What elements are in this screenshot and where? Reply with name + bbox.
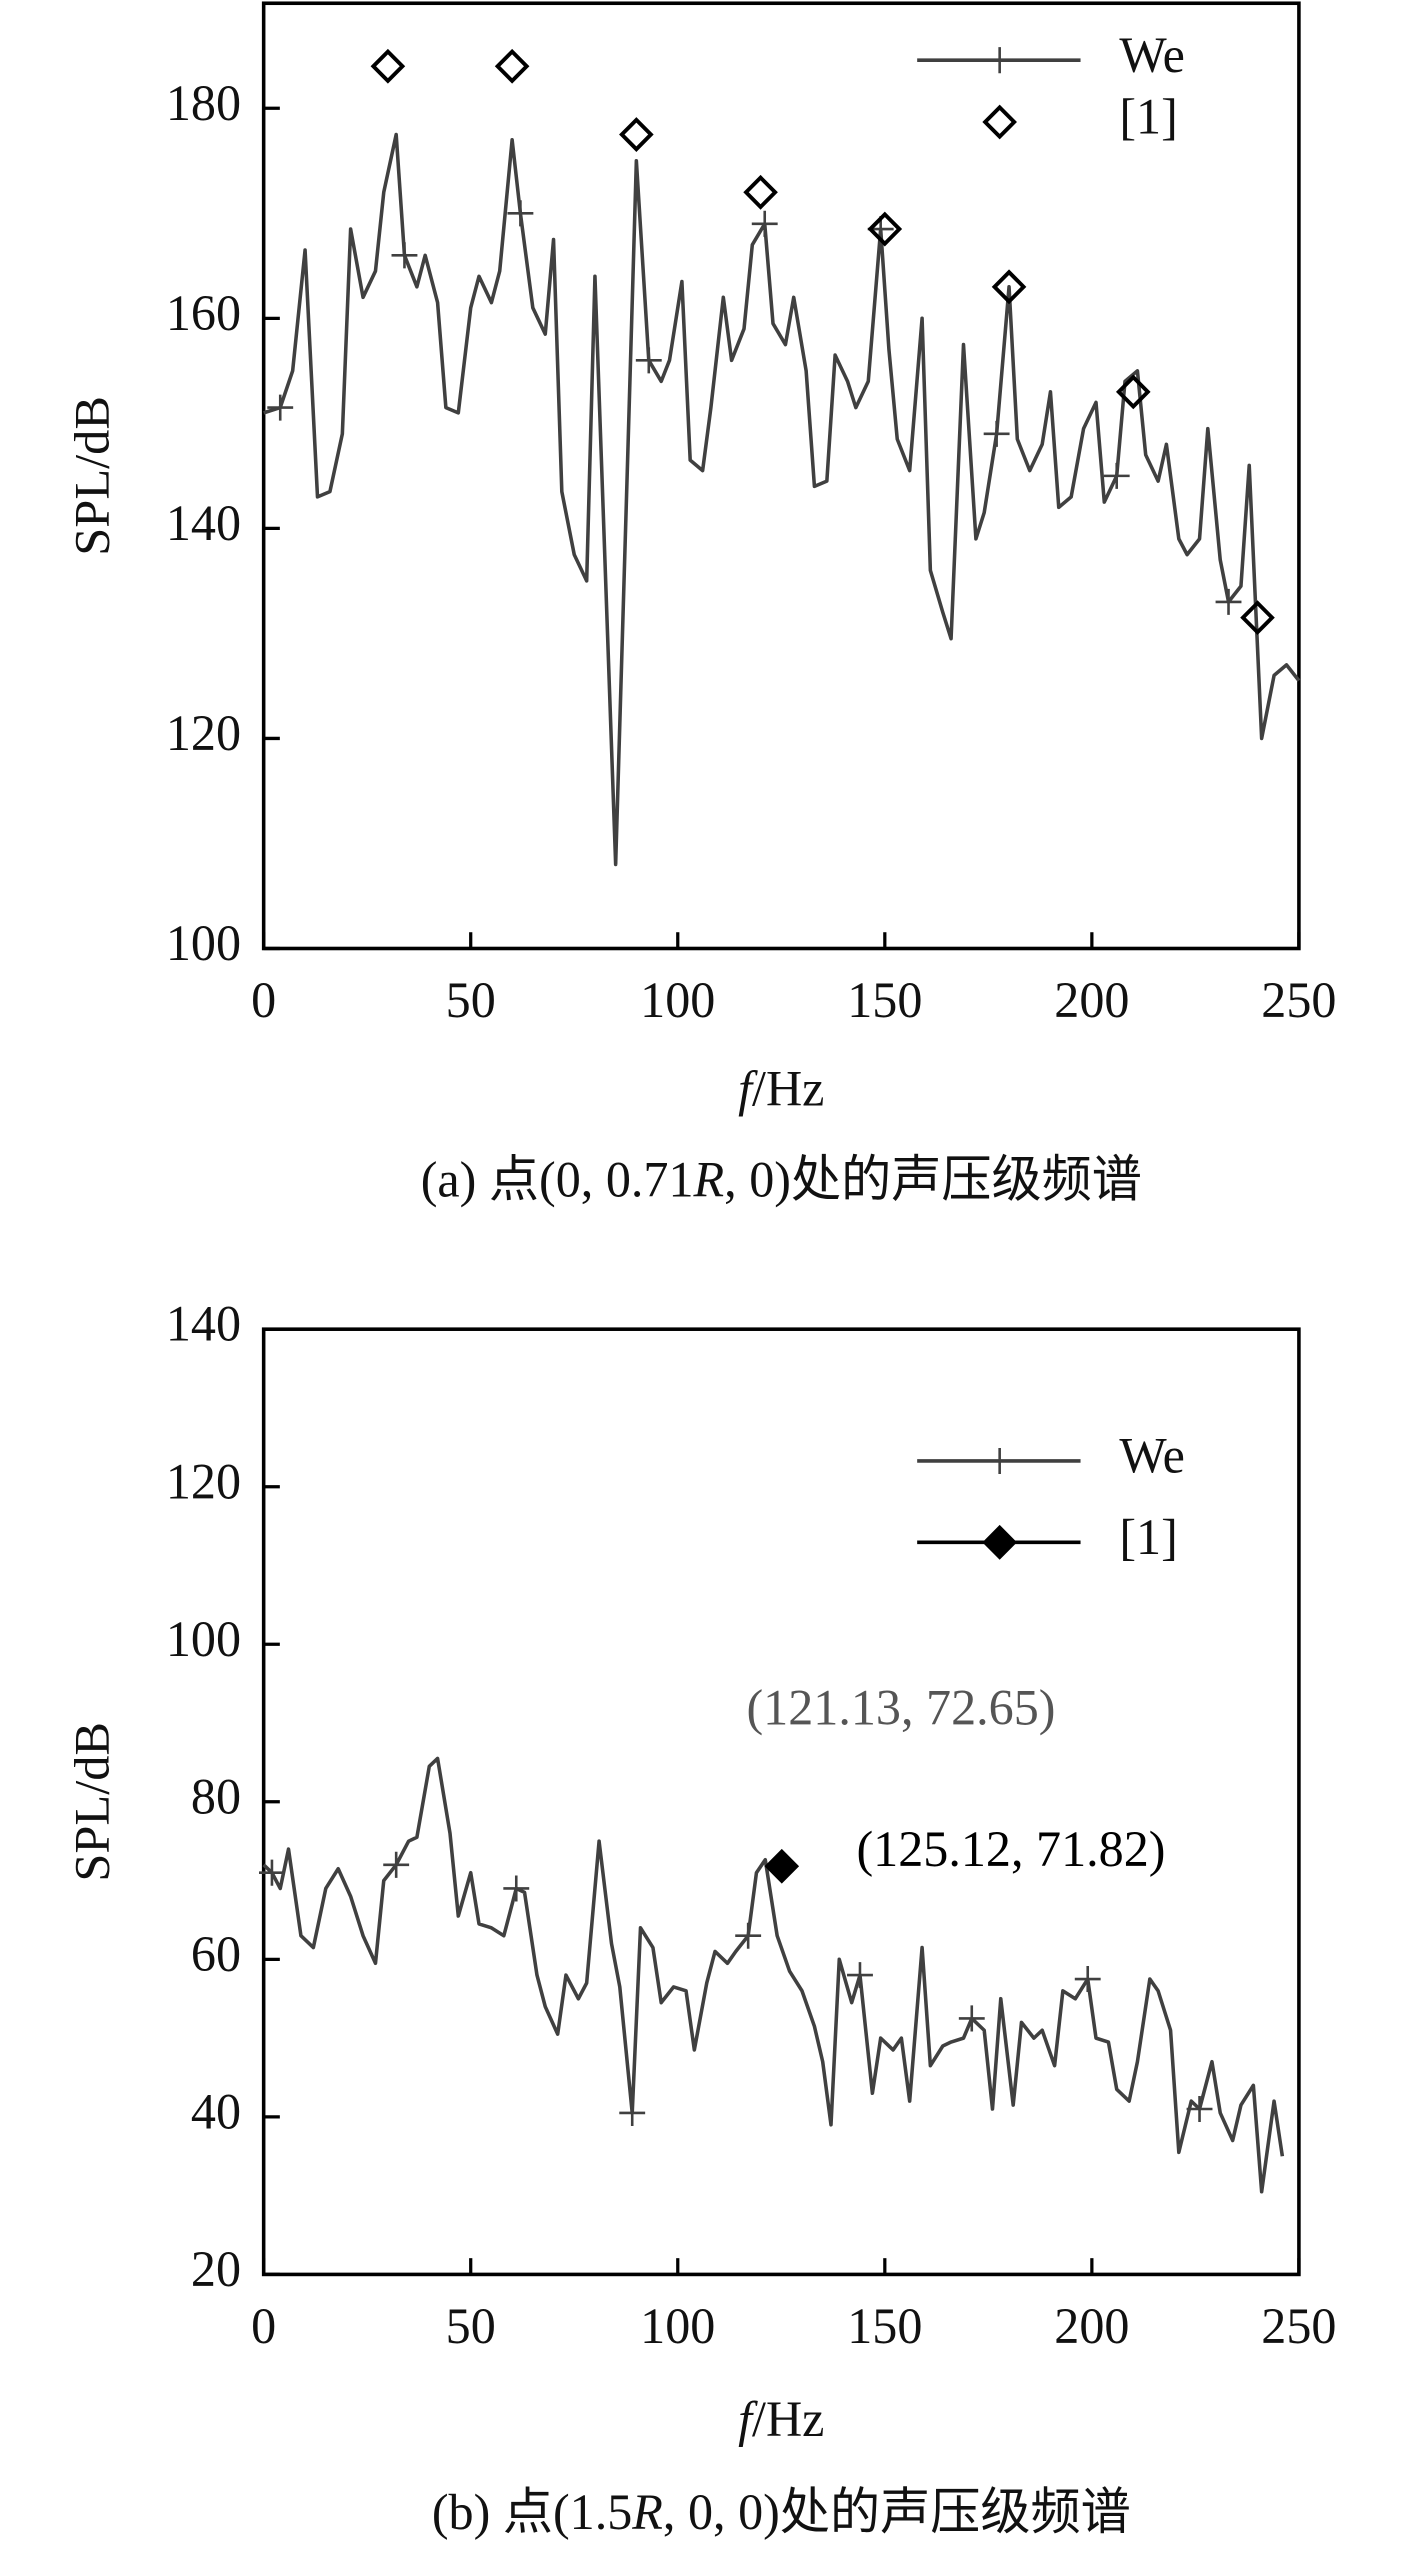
data-point xyxy=(958,2005,985,2032)
caption-prefix: (a) 点(0, 0.71 xyxy=(421,1151,694,1207)
data-point xyxy=(619,117,654,152)
y-tick-label: 100 xyxy=(166,915,241,971)
x-axis-label: f/Hz xyxy=(738,1060,824,1116)
data-point xyxy=(259,1859,285,1886)
plot-frame xyxy=(261,1,1301,951)
x-axis-label: f/Hz xyxy=(738,2391,824,2447)
x-tick-label: 150 xyxy=(847,972,922,1028)
data-point xyxy=(751,210,778,237)
data-point xyxy=(1186,2095,1213,2123)
data-point xyxy=(503,1875,530,1902)
data-point xyxy=(494,48,530,84)
x-axis-label-unit: /Hz xyxy=(752,2391,824,2447)
data-point xyxy=(991,269,1027,305)
data-point xyxy=(383,1851,410,1878)
annotation: (125.12, 71.82) xyxy=(856,1821,1165,1877)
y-tick-label: 120 xyxy=(166,705,241,761)
x-tick-label: 100 xyxy=(640,972,715,1028)
x-tick-label: 0 xyxy=(251,972,276,1028)
data-point xyxy=(743,174,778,210)
data-point xyxy=(1074,1966,1101,1993)
caption: (a) 点(0, 0.71R, 0)处的声压级频谱 xyxy=(421,1151,1142,1207)
y-tick-label: 120 xyxy=(166,1453,241,1509)
x-tick-label: 200 xyxy=(1054,2298,1129,2354)
series-line xyxy=(262,1756,1285,2194)
data-point xyxy=(619,2099,646,2126)
x-tick-label: 50 xyxy=(446,972,496,1028)
y-tick-label: 40 xyxy=(191,2083,241,2139)
legend-label: We xyxy=(1119,1427,1185,1483)
x-tick-label: 250 xyxy=(1261,972,1336,1028)
legend-label: [1] xyxy=(1119,1509,1177,1565)
x-axis-label-unit: /Hz xyxy=(752,1060,824,1116)
x-tick-label: 200 xyxy=(1054,972,1129,1028)
data-point xyxy=(370,48,406,84)
data-point xyxy=(1215,588,1242,615)
legend-label: [1] xyxy=(1119,88,1177,144)
data-point xyxy=(983,420,1010,447)
caption-italic: R xyxy=(631,2483,663,2539)
data-point xyxy=(1103,462,1130,489)
x-tick-label: 0 xyxy=(251,2298,276,2354)
caption: (b) 点(1.5R, 0, 0)处的声压级频谱 xyxy=(432,2483,1131,2539)
caption-suffix: , 0)处的声压级频谱 xyxy=(724,1151,1142,1207)
data-point xyxy=(635,347,662,374)
y-tick-label: 100 xyxy=(166,1611,241,1667)
x-tick-label: 150 xyxy=(847,2298,922,2354)
y-tick-label: 20 xyxy=(191,2241,241,2297)
legend-label: We xyxy=(1119,27,1185,83)
data-point xyxy=(267,394,294,421)
x-tick-label: 50 xyxy=(446,2298,496,2354)
data-point xyxy=(1115,374,1151,410)
legend-marker xyxy=(982,104,1017,140)
data-point xyxy=(847,1962,873,1989)
x-tick-label: 100 xyxy=(640,2298,715,2354)
data-point xyxy=(764,1848,800,1884)
data-point xyxy=(1240,600,1275,636)
legend-marker xyxy=(982,1524,1017,1560)
y-tick-label: 60 xyxy=(191,1926,241,1982)
series-line xyxy=(263,132,1301,867)
caption-italic: R xyxy=(693,1151,725,1207)
y-tick-label: 180 xyxy=(166,75,241,131)
annotation: (121.13, 72.65) xyxy=(746,1680,1055,1736)
y-axis-label: SPL/dB xyxy=(64,396,120,556)
y-axis-label: SPL/dB xyxy=(64,1722,120,1882)
data-point xyxy=(391,242,418,269)
data-point xyxy=(867,211,903,247)
caption-suffix: , 0, 0)处的声压级频谱 xyxy=(663,2483,1131,2539)
data-point xyxy=(735,1922,762,1949)
legend-marker xyxy=(986,47,1013,74)
data-point xyxy=(507,200,534,227)
legend-marker xyxy=(986,1447,1013,1474)
y-tick-label: 160 xyxy=(166,285,241,341)
caption-prefix: (b) 点(1.5 xyxy=(432,2483,632,2539)
y-tick-label: 80 xyxy=(191,1768,241,1824)
x-tick-label: 250 xyxy=(1261,2298,1336,2354)
y-tick-label: 140 xyxy=(166,1296,241,1352)
y-tick-label: 140 xyxy=(166,495,241,551)
